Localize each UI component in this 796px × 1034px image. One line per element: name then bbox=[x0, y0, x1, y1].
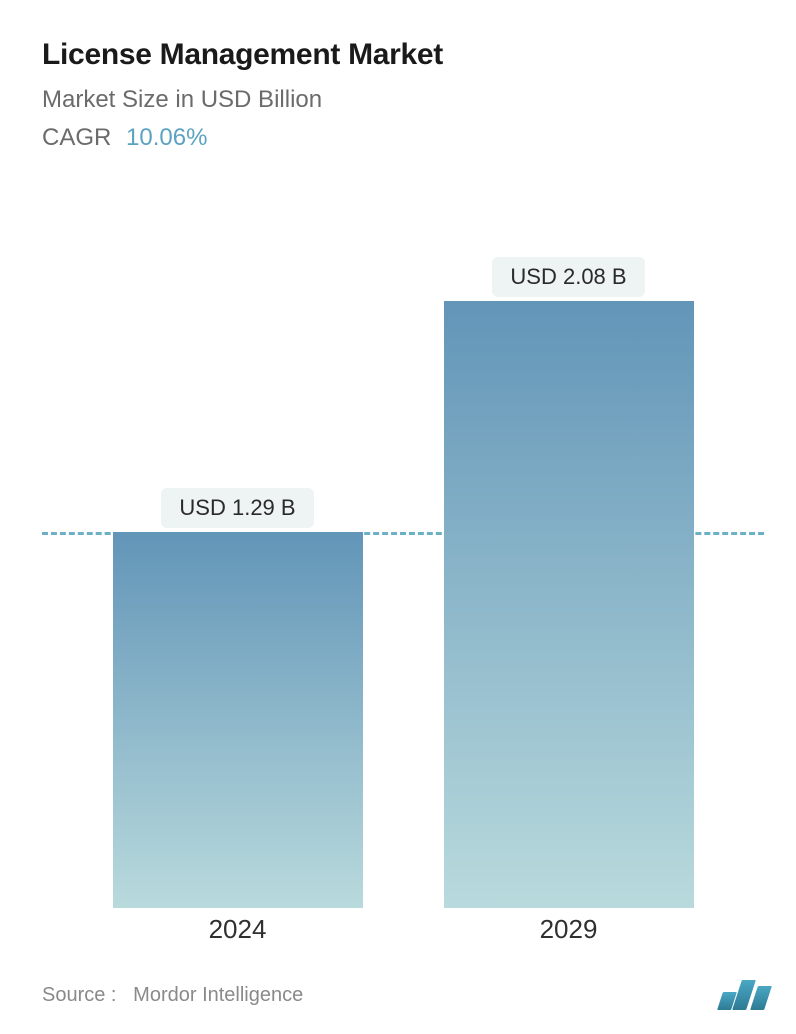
chart-plot-area: USD 1.29 B USD 2.08 B bbox=[42, 208, 764, 908]
brand-logo-icon bbox=[720, 980, 768, 1010]
source-text: Source : Mordor Intelligence bbox=[42, 984, 303, 1007]
source-prefix: Source : bbox=[42, 984, 116, 1006]
cagr-value: 10.06% bbox=[126, 124, 207, 151]
x-axis-labels: 2024 2029 bbox=[42, 914, 764, 945]
chart-footer: Source : Mordor Intelligence bbox=[42, 980, 768, 1010]
chart-title: License Management Market bbox=[42, 38, 754, 72]
bar-value-badge: USD 1.29 B bbox=[161, 488, 313, 528]
cagr-line: CAGR 10.06% bbox=[42, 124, 754, 152]
chart-header: License Management Market Market Size in… bbox=[0, 0, 796, 152]
source-name: Mordor Intelligence bbox=[133, 984, 303, 1006]
x-label-0: 2024 bbox=[108, 914, 368, 945]
bar-0 bbox=[113, 532, 363, 908]
bar-1 bbox=[444, 301, 694, 908]
bar-value-badge: USD 2.08 B bbox=[492, 257, 644, 297]
bar-group-0: USD 1.29 B bbox=[108, 488, 368, 908]
bar-group-1: USD 2.08 B bbox=[439, 257, 699, 908]
bars-container: USD 1.29 B USD 2.08 B bbox=[42, 208, 764, 908]
chart-subtitle: Market Size in USD Billion bbox=[42, 86, 754, 114]
cagr-label: CAGR bbox=[42, 124, 111, 151]
x-label-1: 2029 bbox=[439, 914, 699, 945]
